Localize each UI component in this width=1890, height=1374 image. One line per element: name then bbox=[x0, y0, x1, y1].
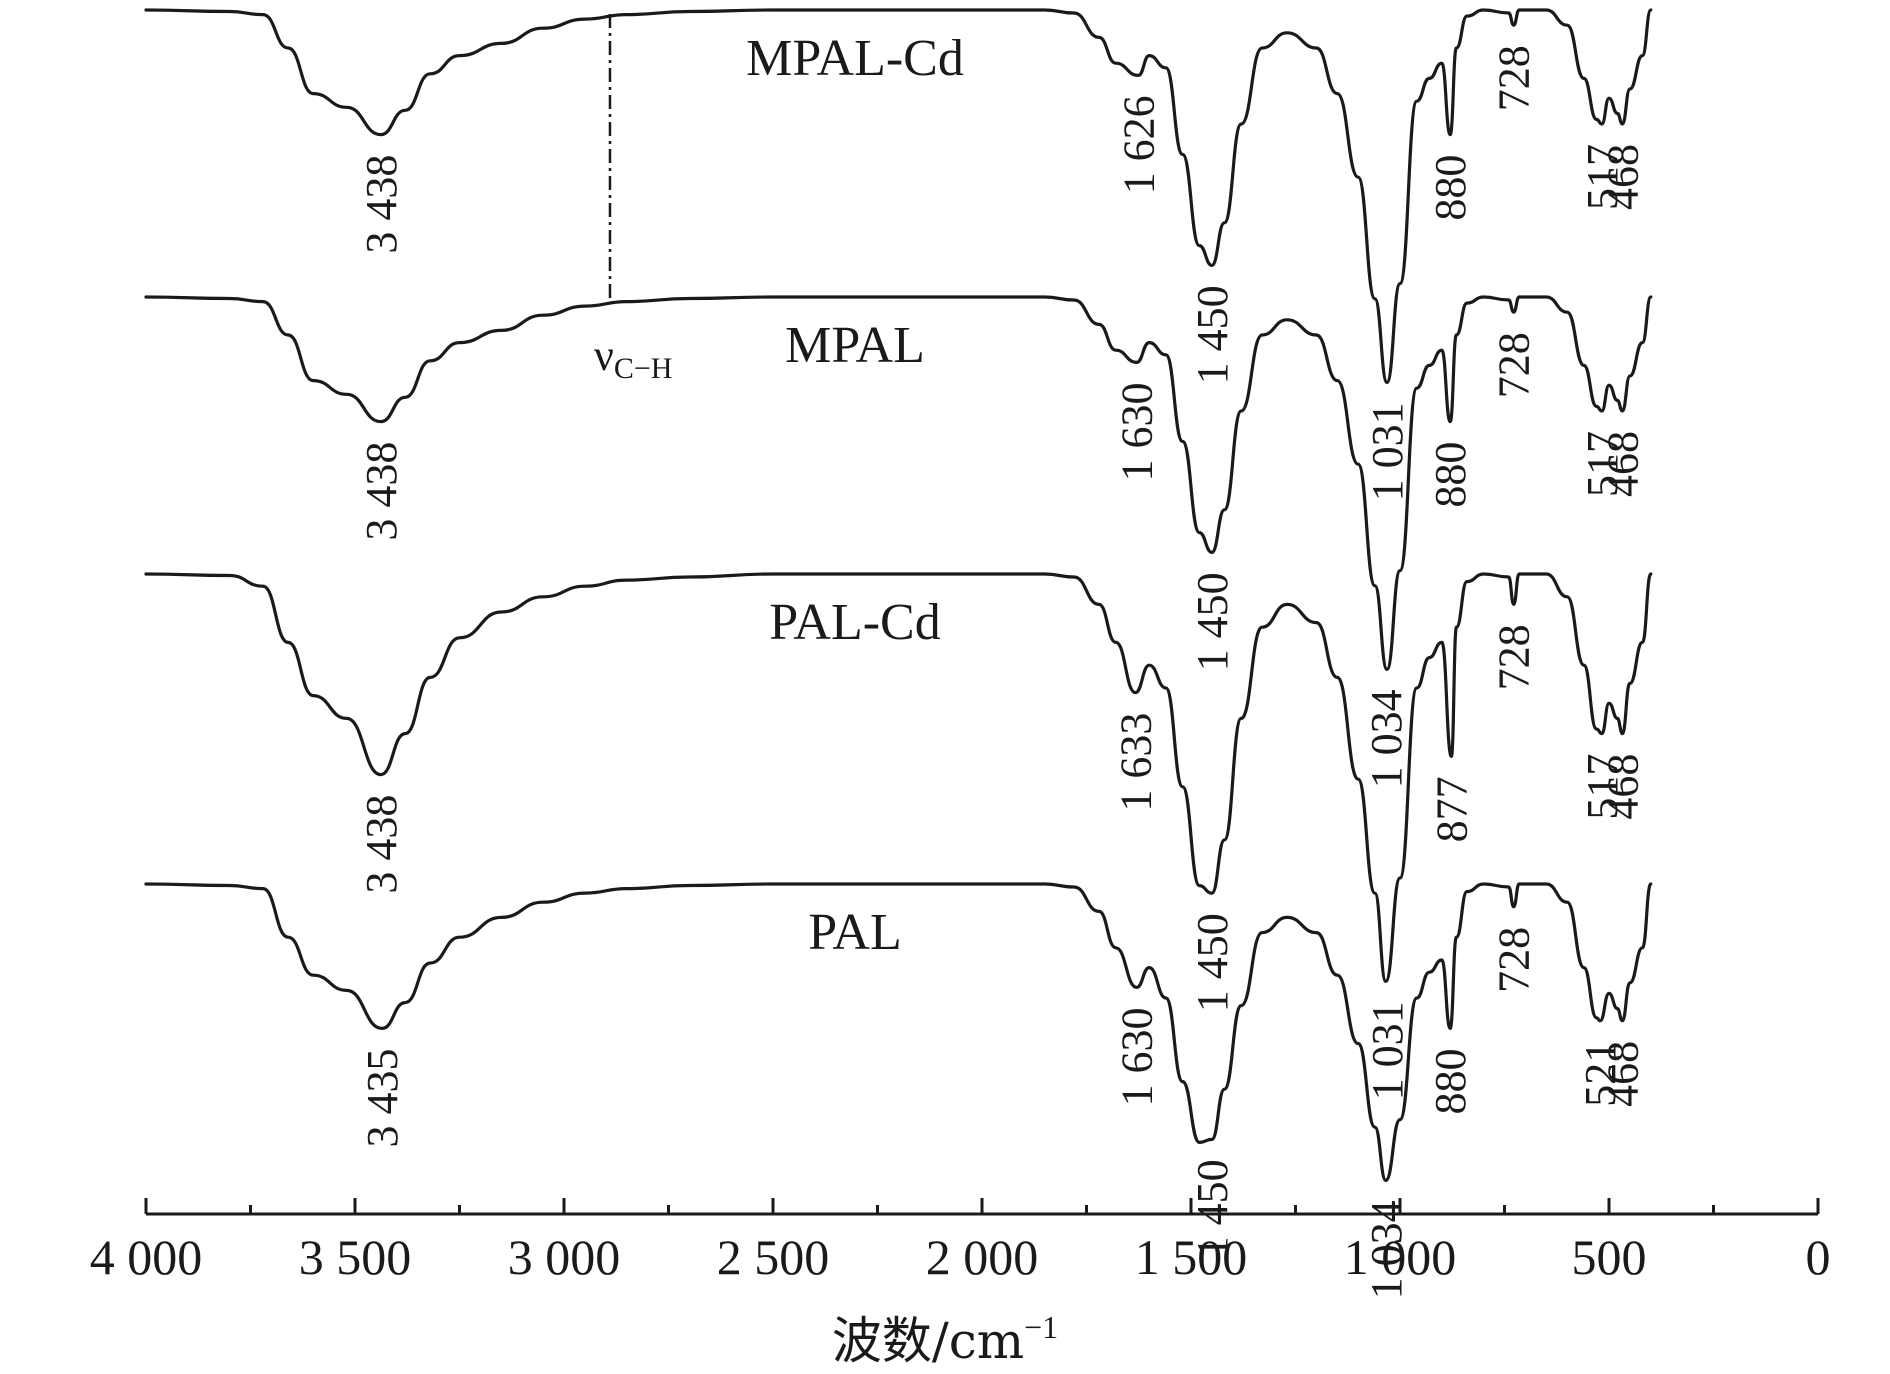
x-axis-title: 波数/cm−1 bbox=[832, 1309, 1058, 1370]
peak-label-mpal-cd-880: 880 bbox=[1426, 155, 1475, 221]
peak-label-mpal-728: 728 bbox=[1490, 332, 1539, 398]
peak-label-pal-cd-517: 517 bbox=[1578, 754, 1627, 820]
peak-label-mpal-cd-468: 468 bbox=[1598, 144, 1647, 210]
peak-label-mpal-1450: 1 450 bbox=[1188, 572, 1237, 671]
x-tick-label-4000: 4 000 bbox=[90, 1229, 203, 1285]
peak-label-pal-728: 728 bbox=[1490, 927, 1539, 993]
peak-label-mpal-468: 468 bbox=[1598, 431, 1647, 497]
series-label-mpal-cd: MPAL-Cd bbox=[746, 30, 964, 87]
peak-label-mpal-880: 880 bbox=[1426, 442, 1475, 508]
series-line-mpal-cd bbox=[144, 8, 1653, 384]
vch-marker: νC−H bbox=[594, 14, 673, 385]
x-tick-label-2000: 2 000 bbox=[926, 1229, 1039, 1285]
x-tick-label-0: 0 bbox=[1806, 1229, 1831, 1285]
peak-label-mpal-cd-1031: 1 031 bbox=[1363, 402, 1412, 501]
peak-label-pal-cd-468: 468 bbox=[1598, 754, 1647, 820]
peak-label-pal-3435: 3 435 bbox=[358, 1048, 407, 1147]
vch-marker-label: νC−H bbox=[594, 331, 673, 385]
series-line-mpal bbox=[144, 295, 1653, 671]
peak-label-pal-cd-1031: 1 031 bbox=[1363, 1001, 1412, 1100]
x-tick-label-3000: 3 000 bbox=[508, 1229, 621, 1285]
peak-label-pal-1450: 1 450 bbox=[1188, 1159, 1237, 1258]
peak-label-mpal-1630: 1 630 bbox=[1113, 382, 1162, 481]
peak-label-pal-521: 521 bbox=[1576, 1041, 1625, 1107]
peak-label-pal-468: 468 bbox=[1598, 1041, 1647, 1107]
peak-label-mpal-cd-1626: 1 626 bbox=[1114, 95, 1163, 194]
x-axis-title-superscript: −1 bbox=[1024, 1309, 1058, 1345]
peak-label-pal-cd-3438: 3 438 bbox=[357, 795, 406, 894]
peak-label-pal-cd-877: 877 bbox=[1427, 776, 1476, 842]
peak-label-mpal-517: 517 bbox=[1578, 431, 1627, 497]
x-tick-label-2500: 2 500 bbox=[717, 1229, 830, 1285]
series-line-pal-cd bbox=[144, 572, 1653, 983]
peak-label-pal-cd-728: 728 bbox=[1490, 624, 1539, 690]
x-axis-title-main: 波数/cm bbox=[832, 1312, 1024, 1370]
x-axis: 4 000 3 500 3 000 2 500 2 000 1 500 1 000 500 0 bbox=[90, 1198, 1831, 1285]
peak-label-pal-1630: 1 630 bbox=[1113, 1007, 1162, 1106]
peak-label-pal-cd-1450: 1 450 bbox=[1188, 913, 1237, 1012]
x-tick-label-1500: 1 500 bbox=[1135, 1229, 1248, 1285]
series-label-pal: PAL bbox=[808, 904, 901, 961]
peak-label-mpal-cd-517: 517 bbox=[1578, 144, 1627, 210]
peak-label-pal-880: 880 bbox=[1426, 1048, 1475, 1114]
series-label-mpal: MPAL bbox=[785, 317, 925, 374]
series-line-pal bbox=[144, 882, 1653, 1182]
x-tick-label-500: 500 bbox=[1572, 1229, 1647, 1285]
peak-label-mpal-cd-3438: 3 438 bbox=[357, 155, 406, 254]
peak-label-pal-cd-1633: 1 633 bbox=[1111, 713, 1160, 812]
peak-label-mpal-cd-728: 728 bbox=[1490, 45, 1539, 111]
series-layer: MPAL-Cd MPAL PAL-Cd PAL bbox=[144, 8, 1653, 1182]
series-label-pal-cd: PAL-Cd bbox=[769, 594, 940, 651]
peak-label-pal-1034: 1 034 bbox=[1362, 1200, 1411, 1299]
x-tick-label-3500: 3 500 bbox=[299, 1229, 412, 1285]
peak-label-mpal-3438: 3 438 bbox=[357, 442, 406, 541]
x-tick-label-1000: 1 000 bbox=[1344, 1229, 1457, 1285]
peak-label-mpal-1034: 1 034 bbox=[1362, 689, 1411, 788]
peak-label-mpal-cd-1450: 1 450 bbox=[1188, 285, 1237, 384]
